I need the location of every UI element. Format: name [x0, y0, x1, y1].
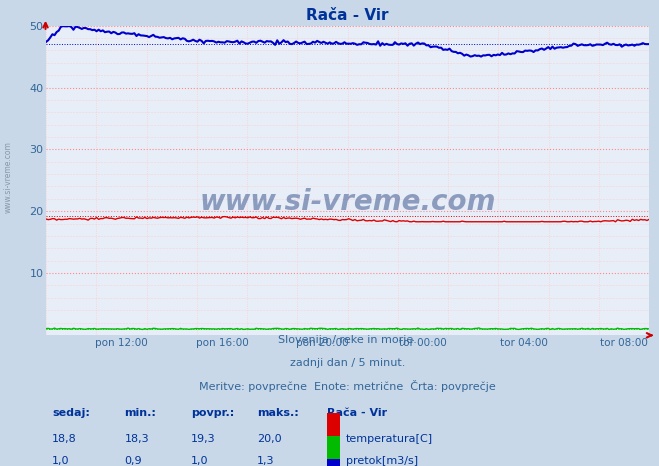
Text: zadnji dan / 5 minut.: zadnji dan / 5 minut.	[290, 358, 405, 368]
Text: 19,3: 19,3	[191, 433, 215, 444]
Text: Meritve: povprečne  Enote: metrične  Črta: povprečje: Meritve: povprečne Enote: metrične Črta:…	[199, 380, 496, 392]
Title: Rača - Vir: Rača - Vir	[306, 8, 389, 23]
Text: min.:: min.:	[125, 408, 156, 418]
Text: pretok[m3/s]: pretok[m3/s]	[346, 456, 418, 466]
Text: 1,3: 1,3	[257, 456, 275, 466]
Text: 18,3: 18,3	[125, 433, 149, 444]
Bar	[326, 459, 340, 466]
Text: 0,9: 0,9	[125, 456, 142, 466]
Text: povpr.:: povpr.:	[191, 408, 234, 418]
Text: 18,8: 18,8	[52, 433, 77, 444]
Text: 1,0: 1,0	[191, 456, 208, 466]
Text: maks.:: maks.:	[257, 408, 299, 418]
Text: Slovenija / reke in morje.: Slovenija / reke in morje.	[278, 335, 417, 345]
Text: 20,0: 20,0	[257, 433, 282, 444]
Text: sedaj:: sedaj:	[52, 408, 90, 418]
Text: Rača - Vir: Rača - Vir	[326, 408, 387, 418]
Text: www.si-vreme.com: www.si-vreme.com	[3, 141, 13, 213]
Bar	[326, 436, 340, 459]
Text: www.si-vreme.com: www.si-vreme.com	[200, 188, 496, 216]
Bar	[326, 413, 340, 436]
Text: temperatura[C]: temperatura[C]	[346, 433, 433, 444]
Text: 1,0: 1,0	[52, 456, 70, 466]
